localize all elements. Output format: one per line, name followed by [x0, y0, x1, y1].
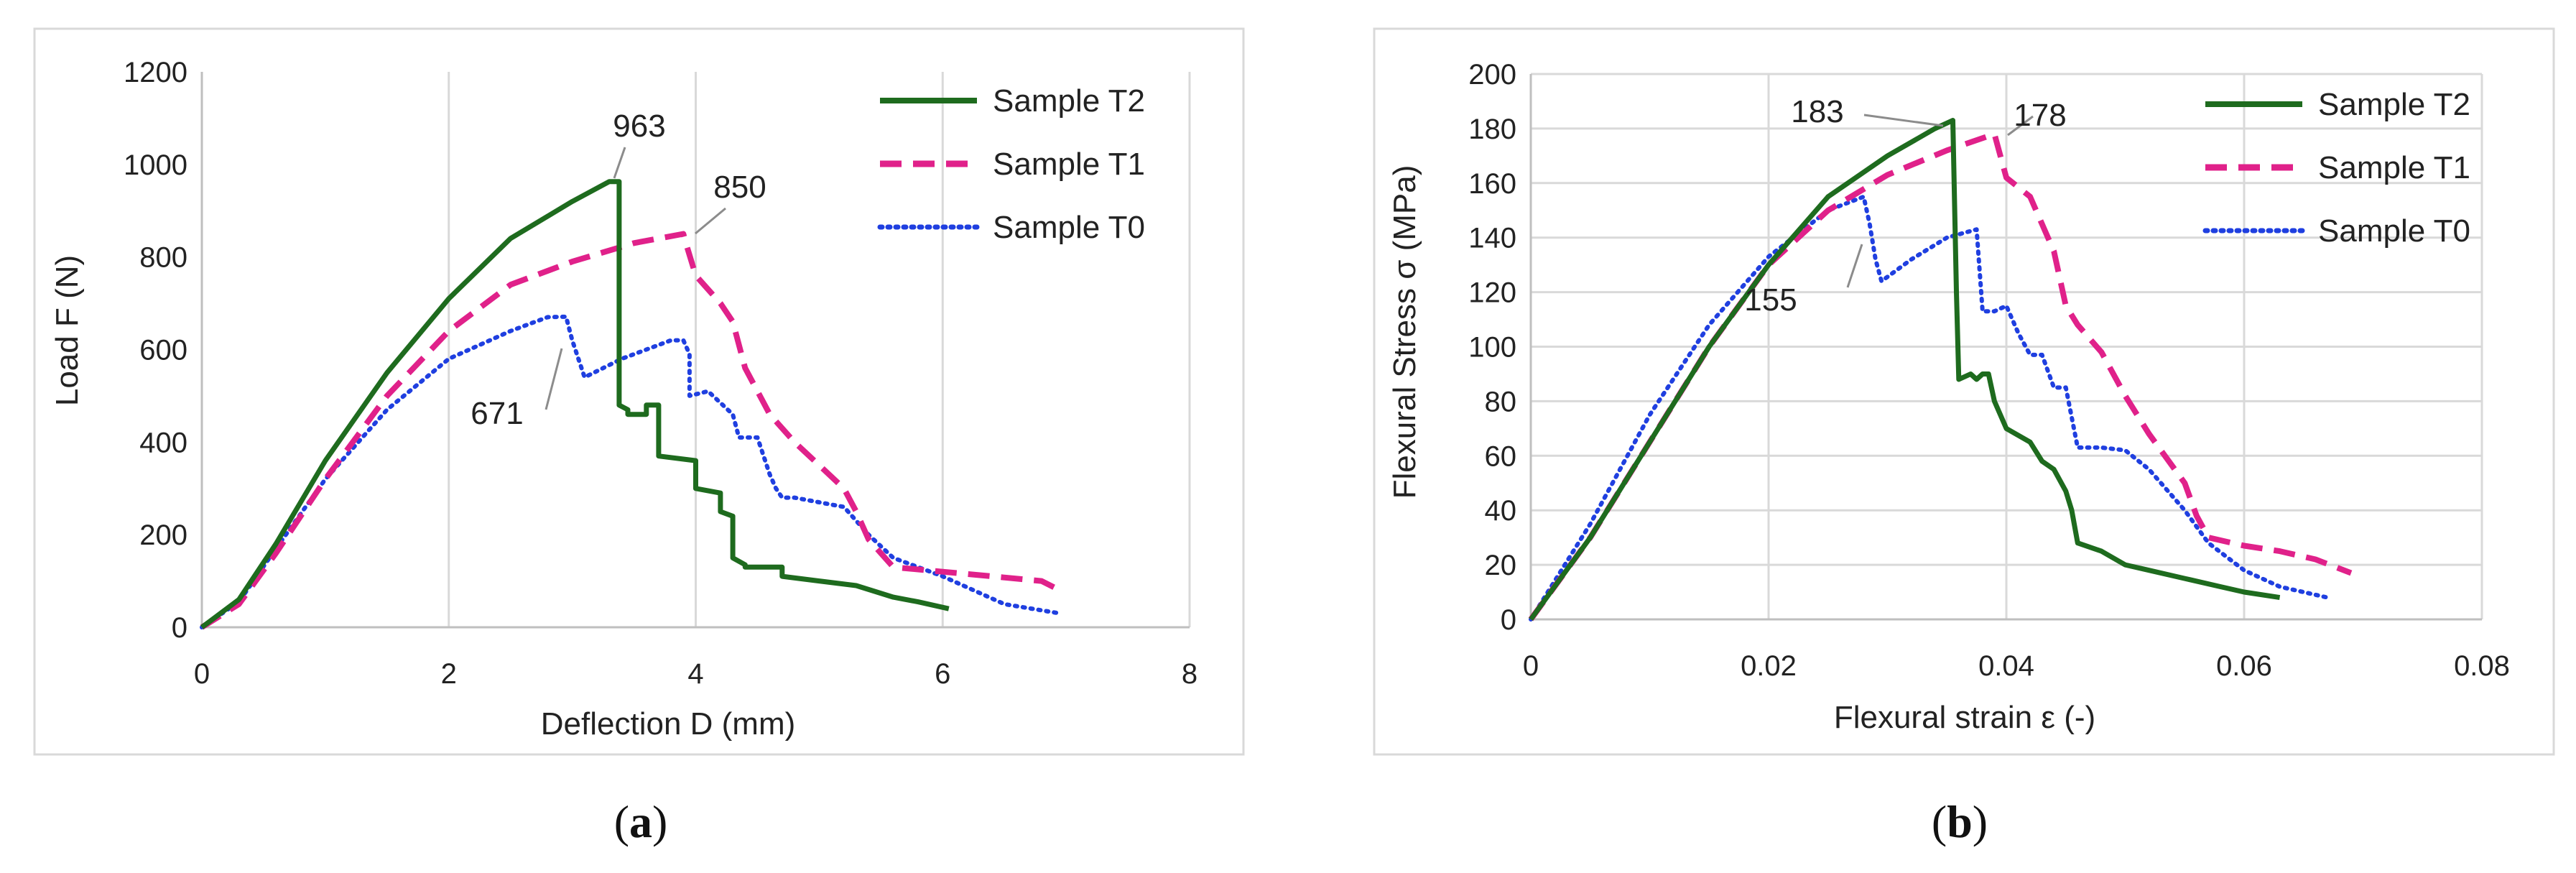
- annotation-label: 850: [713, 170, 766, 205]
- legend-label: Sample T2: [2318, 87, 2470, 122]
- annotation-label: 963: [613, 108, 665, 144]
- chart-a-x-tick-labels: 0 2 4 6 8: [194, 658, 1197, 690]
- chart-a-gridlines: [448, 72, 1191, 627]
- annotation-label: 671: [471, 396, 523, 431]
- chart-b-caption-open: (: [1932, 796, 1947, 847]
- y-tick-label: 180: [1468, 114, 1516, 145]
- y-tick-label: 600: [139, 335, 187, 366]
- series-line-sample-t0: [1529, 194, 2330, 622]
- annotation-leader: [613, 147, 626, 179]
- legend-label: Sample T0: [993, 210, 1145, 245]
- series-line-sample-t1: [200, 231, 1062, 630]
- x-tick-label: 0: [1523, 650, 1539, 682]
- annotation-leader: [695, 207, 726, 235]
- series-line-sample-t0: [200, 314, 1062, 629]
- series-line-sample-t1: [1528, 131, 2353, 622]
- chart-b-frame: [1373, 27, 2555, 756]
- chart-b-y-tick-labels: 0 20 40 60 80 100 120 140 160 180 200: [1468, 59, 1516, 636]
- y-tick-label: 800: [139, 242, 187, 274]
- y-tick-label: 120: [1468, 277, 1516, 309]
- series-line-sample-t2: [200, 179, 950, 629]
- annotation-leader: [1846, 244, 1863, 288]
- annotation-leader: [1863, 114, 1944, 127]
- chart-b-x-tick-labels: 0 0.02 0.04 0.06 0.08: [1523, 650, 2510, 682]
- y-tick-label: 100: [1468, 332, 1516, 364]
- y-tick-label: 0: [1501, 604, 1516, 636]
- chart-b-axes: [1529, 74, 2482, 621]
- chart-a-xlabel: Deflection D (mm): [541, 706, 796, 742]
- chart-b-legend: Sample T2 Sample T1 Sample T0: [2202, 87, 2470, 249]
- chart-panel-a: 0 200 400 600 800 1000 1200 0 2 4 6 8 963 850 671 Lo…: [33, 27, 1245, 847]
- x-tick-label: 4: [687, 658, 703, 690]
- annotation-leader: [2007, 115, 2034, 137]
- chart-b-xlabel: Flexural strain ε (-): [1834, 700, 2095, 735]
- x-tick-label: 8: [1182, 658, 1197, 690]
- y-tick-label: 400: [139, 427, 187, 458]
- y-tick-label: 20: [1485, 550, 1517, 581]
- y-tick-label: 0: [172, 612, 187, 644]
- chart-b-series: [1528, 118, 2353, 622]
- series-line-sample-t2: [1529, 118, 2281, 622]
- legend-label: Sample T1: [2318, 150, 2470, 185]
- x-tick-label: 0.04: [1978, 650, 2034, 682]
- y-tick-label: 1200: [124, 57, 187, 88]
- y-tick-label: 1000: [124, 149, 187, 181]
- y-tick-label: 80: [1485, 386, 1517, 417]
- chart-a-caption-open: (: [614, 796, 629, 847]
- y-tick-label: 200: [1468, 59, 1516, 91]
- y-tick-label: 140: [1468, 223, 1516, 254]
- chart-a-annotations: 963 850 671: [471, 108, 766, 431]
- chart-a-frame: [33, 27, 1245, 756]
- x-tick-label: 6: [935, 658, 950, 690]
- annotation-label: 155: [1744, 282, 1797, 318]
- x-tick-label: 0: [194, 658, 210, 690]
- chart-a-ylabel: Load F (N): [50, 255, 85, 406]
- chart-a-caption-letter: a: [629, 796, 652, 847]
- chart-b-annotations: 183 178 155: [1744, 94, 2066, 318]
- chart-panel-b: 0 20 40 60 80 100 120 140 160 180 200 0 0.02 0.04 0.0…: [1373, 27, 2555, 847]
- chart-a-caption-close: ): [652, 796, 667, 847]
- x-tick-label: 0.02: [1741, 650, 1797, 682]
- x-tick-label: 0.06: [2216, 650, 2272, 682]
- chart-b-caption-close: ): [1973, 796, 1988, 847]
- legend-label: Sample T1: [993, 147, 1145, 182]
- legend-label: Sample T0: [2318, 213, 2470, 249]
- chart-b-caption-letter: b: [1947, 796, 1973, 847]
- annotation-label: 178: [2014, 98, 2066, 133]
- legend-label: Sample T2: [993, 83, 1145, 119]
- x-tick-label: 2: [441, 658, 457, 690]
- chart-a-legend: Sample T2 Sample T1 Sample T0: [877, 83, 1145, 245]
- y-tick-label: 200: [139, 519, 187, 551]
- chart-a-y-tick-labels: 0 200 400 600 800 1000 1200: [124, 57, 187, 644]
- y-tick-label: 60: [1485, 440, 1517, 472]
- annotation-label: 183: [1791, 94, 1843, 129]
- chart-a-caption: (a): [614, 796, 668, 847]
- y-tick-label: 160: [1468, 168, 1516, 200]
- y-tick-label: 40: [1485, 495, 1517, 527]
- chart-b-caption: (b): [1932, 796, 1988, 847]
- chart-b-ylabel: Flexural Stress σ (MPa): [1387, 165, 1422, 499]
- x-tick-label: 0.08: [2454, 650, 2510, 682]
- chart-a-series: [200, 179, 1062, 630]
- annotation-leader: [545, 348, 563, 410]
- chart-a-axes: [200, 72, 1190, 629]
